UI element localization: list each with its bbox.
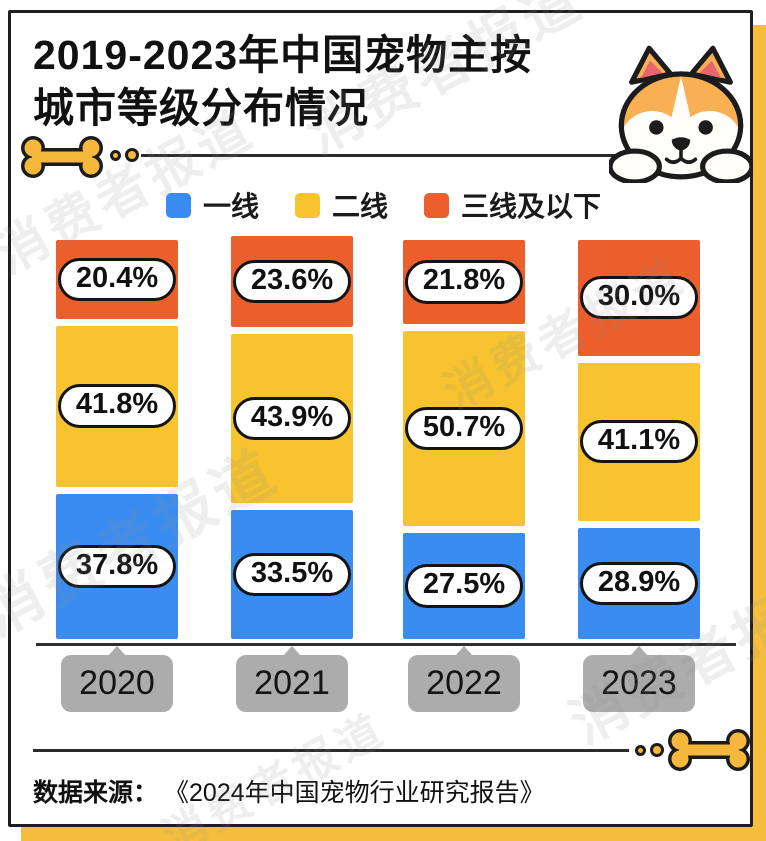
bar-2022: 21.8% 50.7% 27.5% bbox=[403, 240, 525, 639]
legend-item-一线: 一线 bbox=[165, 185, 259, 225]
bar-2023: 30.0% 41.1% 28.9% bbox=[578, 240, 700, 639]
page-title-line2: 城市等级分布情况 bbox=[33, 85, 369, 132]
data-source-value: 《2024年中国宠物行业研究报告》 bbox=[164, 779, 545, 807]
x-label-2020: 2020 bbox=[61, 646, 173, 712]
legend-label: 一线 bbox=[202, 191, 259, 222]
x-axis-line bbox=[36, 643, 736, 646]
page-title: 2019-2023年中国宠物主按 城市等级分布情况 bbox=[33, 29, 532, 136]
year-text: 2022 bbox=[426, 664, 502, 702]
value-label: 43.9% bbox=[232, 396, 352, 441]
dog-right-inner-ear bbox=[699, 60, 722, 79]
data-source: 数据来源： 《2024年中国宠物行业研究报告》 bbox=[33, 773, 545, 809]
legend-item-二线: 二线 bbox=[294, 185, 388, 225]
value-label: 41.8% bbox=[57, 384, 177, 428]
dog-left-paw bbox=[609, 148, 662, 183]
bone-icon-bottom bbox=[668, 729, 750, 771]
dog-left-inner-ear bbox=[640, 60, 663, 79]
value-label: 50.7% bbox=[404, 406, 524, 451]
pedestal-notch bbox=[283, 646, 301, 656]
value-label: 27.5% bbox=[404, 564, 524, 608]
bar-segment-2020-二线: 41.8% bbox=[56, 325, 178, 487]
page-title-line1: 2019-2023年中国宠物主按 bbox=[33, 32, 533, 78]
value-label: 37.8% bbox=[57, 544, 177, 588]
pedestal-notch bbox=[630, 646, 648, 656]
value-label: 33.5% bbox=[232, 552, 352, 597]
bar-segment-2022-一线: 27.5% bbox=[403, 533, 525, 639]
bar-segment-2021-二线: 43.9% bbox=[231, 334, 353, 503]
divider-dot-small bbox=[110, 150, 121, 161]
x-label-2021: 2021 bbox=[236, 646, 348, 712]
data-source-label: 数据来源： bbox=[33, 779, 159, 807]
value-label: 23.6% bbox=[232, 259, 352, 304]
pedestal-notch bbox=[108, 646, 126, 656]
chart-legend: 一线 二线 三线及以下 bbox=[11, 185, 756, 225]
bar-segment-2022-三线及以下: 21.8% bbox=[403, 240, 525, 324]
legend-label: 二线 bbox=[331, 191, 388, 222]
dog-nose bbox=[671, 137, 691, 152]
x-label-2023: 2023 bbox=[583, 646, 695, 712]
bar-segment-2022-二线: 50.7% bbox=[403, 330, 525, 527]
bar-segment-2021-三线及以下: 23.6% bbox=[231, 236, 353, 327]
legend-swatch-icon bbox=[165, 192, 191, 218]
bar-segment-2020-三线及以下: 20.4% bbox=[56, 240, 178, 319]
infographic-card: 2019-2023年中国宠物主按 城市等级分布情况 bbox=[8, 10, 753, 827]
value-label: 20.4% bbox=[57, 257, 177, 302]
bar-segment-2023-二线: 41.1% bbox=[578, 362, 700, 521]
bar-segment-2023-一线: 28.9% bbox=[578, 527, 700, 639]
bar-2021: 23.6% 43.9% 33.5% bbox=[231, 236, 353, 639]
legend-swatch-icon bbox=[294, 192, 320, 218]
dog-right-eye bbox=[698, 120, 713, 135]
bar-segment-2020-一线: 37.8% bbox=[56, 493, 178, 639]
value-label: 21.8% bbox=[404, 260, 524, 304]
dog-right-paw bbox=[700, 148, 753, 183]
divider-dot-small-bottom bbox=[635, 745, 646, 756]
dog-left-eye bbox=[649, 120, 664, 135]
x-label-2022: 2022 bbox=[408, 646, 520, 712]
pedestal-notch bbox=[455, 646, 473, 656]
value-label: 41.1% bbox=[579, 419, 699, 464]
legend-swatch-icon bbox=[424, 192, 449, 218]
legend-item-三线及以下: 三线及以下 bbox=[424, 185, 601, 225]
legend-label: 三线及以下 bbox=[461, 191, 602, 222]
divider-dot-large bbox=[125, 148, 139, 162]
bar-segment-2023-三线及以下: 30.0% bbox=[578, 240, 700, 356]
value-label: 30.0% bbox=[579, 276, 699, 320]
bar-2020: 20.4% 41.8% 37.8% bbox=[56, 240, 178, 639]
bottom-divider-line bbox=[33, 749, 629, 752]
divider-dot-large-bottom bbox=[650, 743, 664, 757]
year-text: 2021 bbox=[254, 664, 330, 702]
bar-segment-2021-一线: 33.5% bbox=[231, 510, 353, 639]
bone-icon bbox=[21, 136, 103, 178]
year-text: 2020 bbox=[79, 664, 155, 702]
value-label: 28.9% bbox=[579, 561, 699, 606]
year-text: 2023 bbox=[601, 664, 677, 702]
dog-mascot-icon bbox=[609, 45, 753, 183]
top-divider-line bbox=[141, 154, 653, 157]
dog-mouth bbox=[664, 149, 698, 164]
